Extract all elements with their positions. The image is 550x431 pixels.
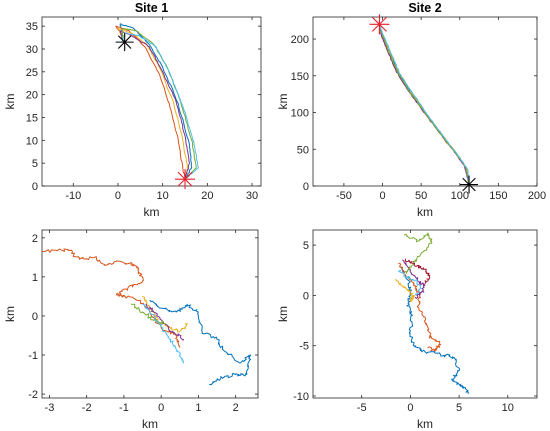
site1-xlabel: km xyxy=(144,205,160,219)
y-tick-label: -2 xyxy=(28,389,38,401)
site1-markers xyxy=(115,33,196,190)
site2-ticks: -50 0 50 100 150 200 0 50 100 150 200 xyxy=(291,17,546,202)
x-tick-label: 1 xyxy=(195,402,201,414)
x-tick-label: 10 xyxy=(502,402,514,414)
site2-detail-panel: km km -5 0 5 10 -10 -5 0 5 xyxy=(276,229,538,431)
site2-detail-ticks: -5 0 5 10 -10 -5 0 5 xyxy=(293,230,537,414)
x-tick-label: -2 xyxy=(82,402,92,414)
site1-title: Site 1 xyxy=(135,1,168,15)
y-tick-label: -10 xyxy=(293,391,309,403)
y-tick-label: 30 xyxy=(26,44,38,56)
site1-detail-traces xyxy=(42,248,252,386)
x-tick-label: -5 xyxy=(357,402,367,414)
x-tick-label: 5 xyxy=(456,402,462,414)
y-tick-label: 20 xyxy=(26,90,38,102)
trajectory-line xyxy=(117,27,188,180)
trajectory-line xyxy=(119,23,193,180)
site2-detail-plot-area xyxy=(312,229,538,399)
y-tick-label: 1 xyxy=(32,272,38,284)
site1-detail-ylabel: km xyxy=(3,306,17,322)
y-tick-label: 100 xyxy=(291,108,309,120)
x-tick-label: 0 xyxy=(379,190,385,202)
y-tick-label: 0 xyxy=(303,181,309,193)
x-tick-label: 150 xyxy=(489,190,507,202)
y-tick-label: 15 xyxy=(26,112,38,124)
y-tick-label: 2 xyxy=(32,233,38,245)
y-tick-label: 5 xyxy=(303,240,309,252)
y-tick-label: -1 xyxy=(28,350,38,362)
x-tick-label: 100 xyxy=(451,190,469,202)
x-tick-label: 0 xyxy=(115,190,121,202)
end-marker xyxy=(369,14,390,35)
y-tick-label: -5 xyxy=(299,341,309,353)
y-tick-label: 10 xyxy=(26,135,38,147)
site2-detail-xlabel: km xyxy=(417,417,433,431)
site1-panel: Site 1 km km -10 0 10 20 30 0 5 10 15 20 25 30 35 xyxy=(3,1,262,219)
trajectory-line xyxy=(142,303,185,364)
y-tick-label: 25 xyxy=(26,67,38,79)
x-tick-label: 20 xyxy=(201,190,213,202)
site1-detail-panel: km km -3 -2 -1 0 1 2 -2 -1 0 1 2 xyxy=(3,229,259,431)
x-tick-label: 10 xyxy=(157,190,169,202)
site2-ylabel: km xyxy=(276,94,290,110)
y-tick-label: 0 xyxy=(32,311,38,323)
end-marker xyxy=(175,169,196,190)
trajectory-line xyxy=(395,278,416,303)
x-tick-label: -50 xyxy=(336,190,352,202)
trajectory-line xyxy=(115,25,186,180)
trajectory-line xyxy=(149,299,252,386)
x-tick-label: 30 xyxy=(246,190,258,202)
trajectory-line xyxy=(378,23,470,185)
trajectory-line xyxy=(119,30,190,180)
trajectory-line xyxy=(42,248,181,348)
x-tick-label: -1 xyxy=(119,402,129,414)
x-tick-label: 200 xyxy=(528,190,546,202)
site1-ylabel: km xyxy=(3,94,17,110)
trajectory-line xyxy=(404,258,431,284)
site2-panel: Site 2 km km -50 0 50 100 150 200 0 50 100 150 200 xyxy=(276,1,546,219)
start-marker xyxy=(115,33,134,52)
y-tick-label: 200 xyxy=(291,34,309,46)
site2-xlabel: km xyxy=(417,205,433,219)
x-tick-label: 0 xyxy=(158,402,164,414)
site1-detail-xlabel: km xyxy=(142,417,158,431)
start-marker xyxy=(460,175,479,194)
site1-traces xyxy=(115,23,199,180)
trajectory-line xyxy=(121,32,199,180)
site1-detail-ticks: -3 -2 -1 0 1 2 -2 -1 0 1 2 xyxy=(28,230,258,414)
site2-traces xyxy=(378,23,470,185)
site2-detail-traces xyxy=(395,232,470,394)
x-tick-label: -10 xyxy=(65,190,81,202)
trajectory-line xyxy=(404,232,433,274)
x-tick-label: -3 xyxy=(45,402,55,414)
y-tick-label: 5 xyxy=(32,158,38,170)
site2-plot-area xyxy=(312,16,538,187)
y-tick-label: 150 xyxy=(291,71,309,83)
y-tick-label: 50 xyxy=(297,144,309,156)
x-tick-label: 0 xyxy=(407,402,413,414)
site2-detail-ylabel: km xyxy=(276,306,290,322)
site1-plot-area xyxy=(41,16,262,187)
site2-markers xyxy=(369,14,479,194)
trajectory-line xyxy=(130,303,166,325)
x-tick-label: 50 xyxy=(415,190,427,202)
trajectory-line xyxy=(398,269,422,296)
site1-ticks: -10 0 10 20 30 0 5 10 15 20 25 30 35 xyxy=(26,17,261,202)
y-tick-label: 0 xyxy=(303,290,309,302)
trajectory-line xyxy=(400,266,470,394)
y-tick-label: 35 xyxy=(26,21,38,33)
site2-title: Site 2 xyxy=(408,1,441,15)
x-tick-label: 2 xyxy=(233,402,239,414)
y-tick-label: 0 xyxy=(32,181,38,193)
